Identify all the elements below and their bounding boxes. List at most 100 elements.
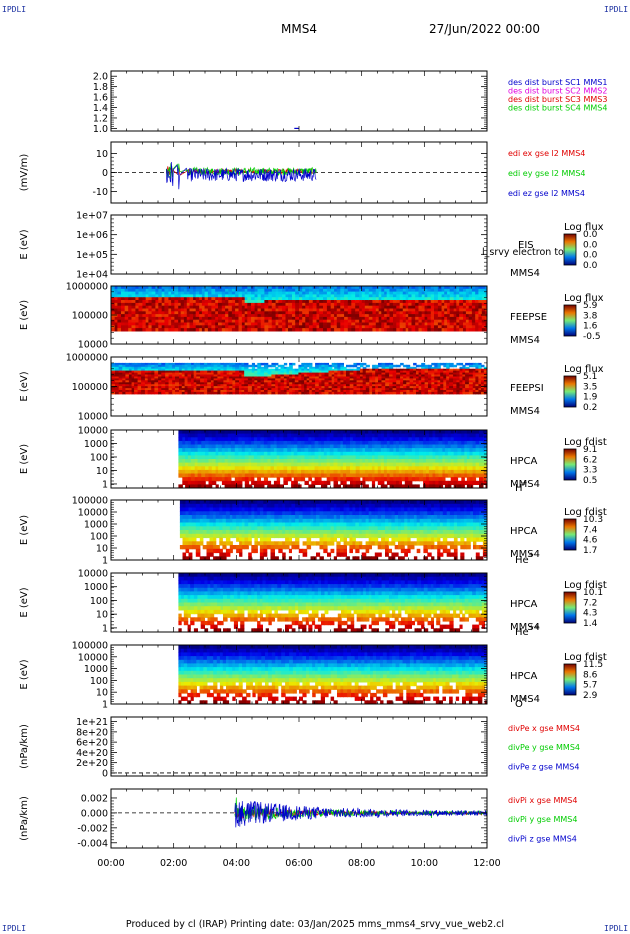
series-divpi-2 xyxy=(234,801,487,828)
colorbar-tick: 1.4 xyxy=(583,619,598,629)
ytick-label: 1 xyxy=(102,556,108,567)
species-charge: + xyxy=(528,551,534,559)
ytick-label: 100 xyxy=(90,676,108,687)
legend-item: des dist burst SC2 MMS2 xyxy=(508,86,607,95)
panel-feeps-i: 1000000 100000 10000 E (eV) FEEPSI MMS4 Log fl… xyxy=(19,353,604,423)
ytick-label: 1 xyxy=(102,623,108,634)
ylabel-feeps-i: E (eV) xyxy=(19,371,30,401)
ylabel-hpca-he: E (eV) xyxy=(19,515,30,545)
xtick-label: 04:00 xyxy=(223,858,250,869)
ylabel-divpi: (nPa/km) xyxy=(19,796,30,841)
colorbar-tick: 10.1 xyxy=(583,588,603,598)
ytick-label: 1000 xyxy=(84,582,108,593)
ylabel-hpca-o: E (eV) xyxy=(19,659,30,689)
legend-item: edi ex gse l2 MMS4 xyxy=(508,149,585,158)
colorbar-tick: 10.3 xyxy=(583,515,603,525)
xtick-label: 06:00 xyxy=(285,858,312,869)
ytick-label: 1000000 xyxy=(66,282,108,293)
legend-item: edi ey gse l2 MMS4 xyxy=(508,169,586,178)
ytick-label: 10 xyxy=(96,149,108,160)
xtick-label: 02:00 xyxy=(160,858,187,869)
ylabel-hpca-he2: E (eV) xyxy=(19,587,30,617)
ytick-label: 10 xyxy=(96,466,108,477)
panel-des-dist-burst: 2.01.81.61.41.21.0 des dist burst SC1 MMS… xyxy=(93,70,607,135)
ylabel-eis: E (eV) xyxy=(19,229,30,259)
date-title: 27/Jun/2022 00:00 xyxy=(429,22,541,36)
ytick-label: 1.0 xyxy=(93,124,108,135)
series-edi-e-field-2 xyxy=(165,161,317,190)
panel-content-hpca-he2 xyxy=(178,573,487,632)
colorbar-tick: 4.3 xyxy=(583,609,597,619)
instrument-label: FEEPSE xyxy=(510,312,547,323)
ytick-label: 1e+04 xyxy=(76,270,108,281)
spacecraft-label: MMS4 xyxy=(510,622,540,633)
corner-label-top-right: IPDLI xyxy=(604,5,629,14)
ytick-label: 10 xyxy=(96,688,108,699)
mission-title: MMS4 xyxy=(281,22,317,36)
spacecraft-label: MMS4 xyxy=(510,694,540,705)
colorbar xyxy=(563,233,577,266)
colorbar-tick: 0.0 xyxy=(583,261,598,271)
ytick-label: 10000 xyxy=(78,412,108,423)
colorbar-tick: 9.1 xyxy=(583,445,597,455)
xtick-label: 08:00 xyxy=(348,858,375,869)
spacecraft-label: MMS4 xyxy=(510,335,540,346)
colorbar-tick: 0.5 xyxy=(583,476,597,486)
panel-frame-divpi xyxy=(110,788,488,849)
ytick-label: 10 xyxy=(96,610,108,621)
panel-eis: l_srvy electron to 1e+07 1e+06 1e+05 1e+04 E … xyxy=(19,211,604,281)
panel-content-feeps-i xyxy=(111,362,487,395)
panel-divpi: 0.002 0.000 -0.002 -0.004 (nPa/km) divPi x gs… xyxy=(19,788,577,849)
colorbar xyxy=(563,448,577,481)
panel-content-hpca-h xyxy=(178,430,487,488)
legend-item: des dist burst SC4 MMS4 xyxy=(508,103,607,112)
panel-frame-eis xyxy=(110,214,488,275)
colorbar-title: Log flux xyxy=(564,222,604,233)
legend-item: des dist burst SC1 MMS1 xyxy=(508,78,607,87)
ytick-label: 2.0 xyxy=(93,72,108,83)
colorbar-tick: 11.5 xyxy=(583,660,603,670)
colorbar-tick: 2.9 xyxy=(583,691,598,701)
colorbar-title: Log fdist xyxy=(564,580,607,591)
ytick-label: -0.002 xyxy=(77,823,108,834)
ytick-label: 10000 xyxy=(78,426,108,437)
colorbar-tick: 3.3 xyxy=(583,466,597,476)
colorbar-tick: 5.1 xyxy=(583,372,597,382)
series-divpi-1 xyxy=(234,797,487,822)
spacecraft-label: MMS4 xyxy=(510,406,540,417)
ytick-label: 1.2 xyxy=(93,113,108,124)
spacecraft-label: MMS4 xyxy=(510,479,540,490)
ytick-label: 100000 xyxy=(72,382,108,393)
panel-content-edi-e-field xyxy=(111,161,487,190)
legend-item: divPe z gse MMS4 xyxy=(508,762,579,771)
ytick-label: 10 xyxy=(96,544,108,555)
species-label: He xyxy=(515,627,529,638)
species-label: H xyxy=(515,483,523,494)
legend-item: des dist burst SC3 MMS3 xyxy=(508,95,607,104)
ytick-label: 10000 xyxy=(78,652,108,663)
legend-item: divPi z gse MMS4 xyxy=(508,834,577,843)
colorbar-tick: 4.6 xyxy=(583,536,598,546)
instrument-label: HPCA xyxy=(510,671,538,682)
ytick-label: 1000 xyxy=(84,439,108,450)
instrument-label: HPCA xyxy=(510,599,538,610)
species-label: He xyxy=(515,555,529,566)
legend-item: divPi x gse MMS4 xyxy=(508,796,577,805)
ytick-label: 0 xyxy=(102,168,108,179)
colorbar-tick: 5.9 xyxy=(583,301,598,311)
instrument-label: FEEPSI xyxy=(510,383,544,394)
species-charge: ++ xyxy=(528,623,540,631)
colorbar-tick: 0.0 xyxy=(583,240,598,250)
legend-item: divPi y gse MMS4 xyxy=(508,815,577,824)
ytick-label: 0.002 xyxy=(81,793,108,804)
ytick-label: 1000000 xyxy=(66,353,108,364)
ytick-label: -10 xyxy=(92,187,108,198)
colorbar-title: Log fdist xyxy=(564,437,607,448)
ytick-label: 10000 xyxy=(78,569,108,580)
colorbar-tick: 0.0 xyxy=(583,251,598,261)
xtick-label: 00:00 xyxy=(97,858,124,869)
